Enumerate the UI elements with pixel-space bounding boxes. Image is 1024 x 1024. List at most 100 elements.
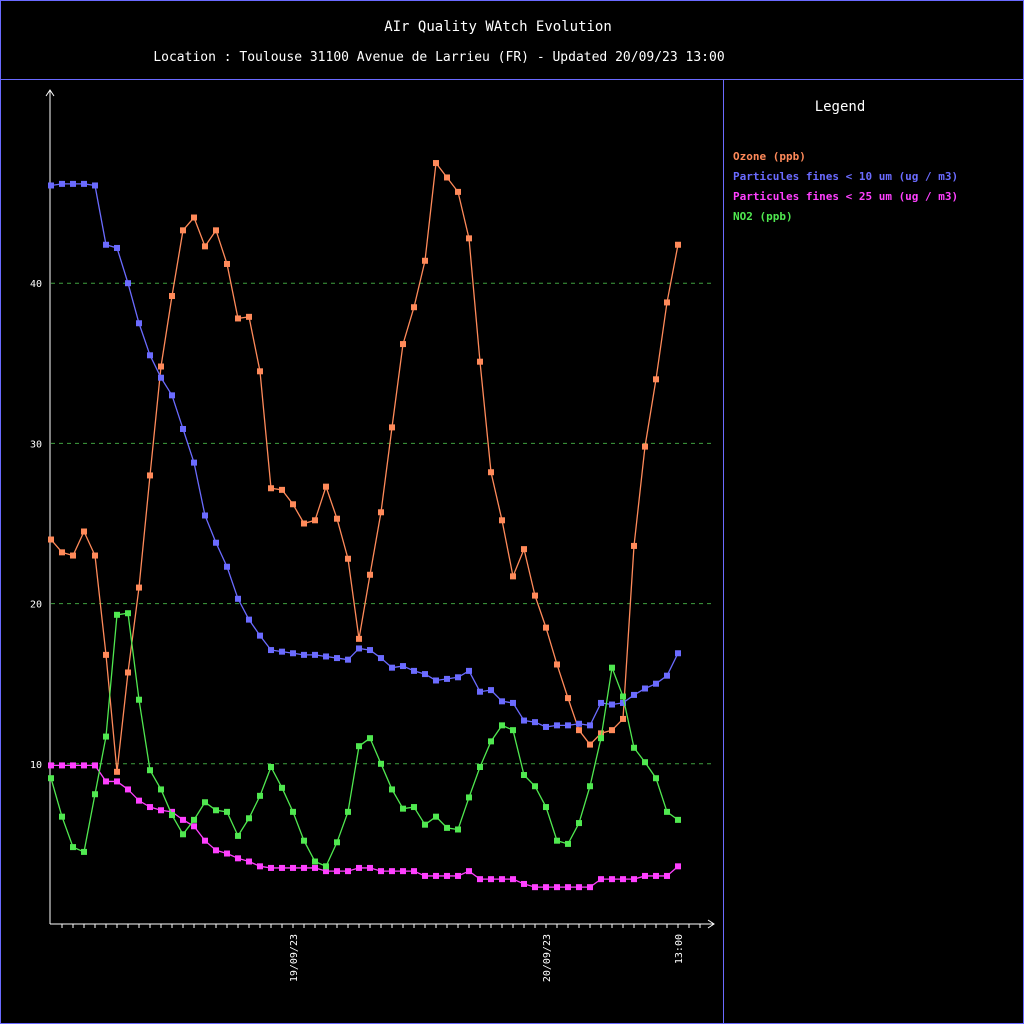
data-point <box>246 616 252 623</box>
data-point <box>433 160 439 167</box>
data-point <box>543 624 549 631</box>
data-point <box>213 227 219 234</box>
data-point <box>290 650 296 657</box>
data-point <box>59 813 65 820</box>
data-point <box>477 764 483 771</box>
line-chart: 10 20 30 40 19/09/23 20/09/23 13:00 <box>30 89 715 982</box>
data-point <box>642 685 648 692</box>
data-point <box>565 722 571 729</box>
data-point <box>334 868 340 875</box>
data-point <box>565 840 571 847</box>
data-point <box>224 563 230 570</box>
data-point <box>477 876 483 883</box>
legend-item-pm10: Particules fines < 10 um (ug / m3) <box>733 170 959 183</box>
x-tick-label: 20/09/23 <box>542 934 553 982</box>
data-point <box>48 775 54 782</box>
data-point <box>378 509 384 516</box>
data-point <box>378 868 384 875</box>
data-point <box>499 517 505 524</box>
data-point <box>499 876 505 883</box>
data-point <box>224 260 230 267</box>
data-point <box>598 730 604 737</box>
data-point <box>510 876 516 883</box>
data-point <box>268 864 274 871</box>
data-point <box>191 823 197 830</box>
series-line <box>50 161 679 772</box>
data-point <box>169 812 175 819</box>
data-point <box>664 872 670 879</box>
data-point <box>290 808 296 815</box>
data-point <box>510 727 516 734</box>
data-point <box>202 243 208 250</box>
data-point <box>565 884 571 891</box>
data-point <box>202 799 208 806</box>
data-point <box>213 847 219 854</box>
data-point <box>510 699 516 706</box>
data-point <box>279 648 285 655</box>
data-point <box>620 699 626 706</box>
data-point <box>59 549 65 556</box>
data-point <box>169 293 175 300</box>
data-point <box>334 839 340 846</box>
data-point <box>213 539 219 546</box>
data-point <box>499 698 505 705</box>
data-point <box>180 425 186 432</box>
data-point <box>334 655 340 662</box>
data-point <box>323 653 329 660</box>
data-point <box>543 804 549 811</box>
data-point <box>631 744 637 751</box>
data-point <box>389 664 395 671</box>
data-point <box>235 595 241 602</box>
data-point <box>642 443 648 450</box>
data-point <box>70 180 76 187</box>
data-point <box>576 720 582 727</box>
data-point <box>114 611 120 618</box>
data-point <box>191 459 197 466</box>
data-point <box>400 663 406 670</box>
data-point <box>389 786 395 793</box>
data-point <box>48 536 54 543</box>
data-point <box>367 647 373 654</box>
data-point <box>576 884 582 891</box>
legend-item-pm25: Particules fines < 25 um (ug / m3) <box>733 190 959 203</box>
data-point <box>510 573 516 580</box>
data-point <box>136 584 142 591</box>
data-point <box>202 512 208 519</box>
data-point <box>653 775 659 782</box>
data-point <box>48 182 54 189</box>
data-point <box>136 320 142 327</box>
data-point <box>158 374 164 381</box>
data-point <box>554 837 560 844</box>
data-point <box>191 816 197 823</box>
data-point <box>356 743 362 750</box>
data-point <box>235 832 241 839</box>
data-point <box>169 808 175 815</box>
chart-title: AIr Quality WAtch Evolution <box>384 19 612 35</box>
data-point <box>598 699 604 706</box>
data-point <box>191 214 197 221</box>
data-point <box>400 868 406 875</box>
data-point <box>521 717 527 724</box>
data-point <box>136 797 142 804</box>
data-point <box>609 664 615 671</box>
x-tick-label: 13:00 <box>674 934 685 964</box>
data-point <box>664 672 670 679</box>
data-point <box>180 816 186 823</box>
data-point <box>268 647 274 654</box>
data-point <box>158 363 164 370</box>
data-point <box>532 783 538 790</box>
data-point <box>356 635 362 642</box>
data-point <box>103 241 109 248</box>
data-point <box>466 868 472 875</box>
data-point <box>378 760 384 767</box>
data-point <box>279 784 285 791</box>
data-point <box>400 341 406 348</box>
data-point <box>312 517 318 524</box>
data-point <box>323 863 329 870</box>
data-point <box>301 651 307 658</box>
data-point <box>675 863 681 870</box>
data-point <box>422 257 428 264</box>
data-point <box>356 645 362 652</box>
data-point <box>499 722 505 729</box>
data-point <box>411 868 417 875</box>
